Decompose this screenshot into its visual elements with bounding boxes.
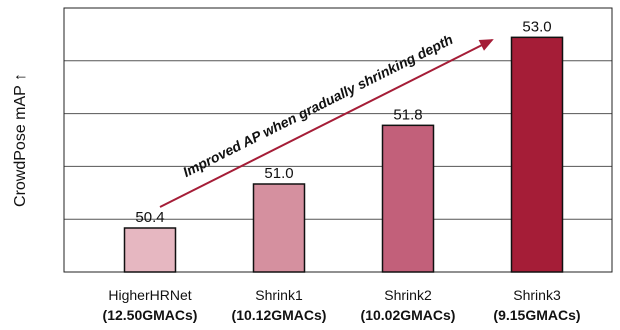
data-label: 53.0 bbox=[522, 18, 551, 35]
x-tick-label: Shrink1 bbox=[255, 287, 303, 303]
y-axis-label: CrowdPose mAP ↑ bbox=[12, 73, 29, 207]
x-tick-sublabel: (10.12GMACs) bbox=[232, 307, 327, 323]
data-label: 51.0 bbox=[264, 165, 293, 182]
data-label: 50.4 bbox=[135, 209, 164, 226]
bars bbox=[123, 36, 564, 273]
trend-arrow bbox=[159, 39, 494, 208]
bar-shrink1 bbox=[252, 183, 306, 273]
data-label: 51.8 bbox=[393, 106, 422, 123]
x-tick-sublabel: (10.02GMACs) bbox=[361, 307, 456, 323]
labels: 50.4 HigherHRNet (12.50GMACs) 51.0 Shrink1 (1… bbox=[103, 18, 581, 323]
bar-higherhrnet bbox=[123, 227, 177, 273]
x-tick-label: Shrink2 bbox=[384, 287, 432, 303]
plot-frame bbox=[63, 7, 613, 273]
x-tick-label: Shrink3 bbox=[513, 287, 561, 303]
bar-shrink3 bbox=[510, 36, 564, 273]
x-tick-label: HigherHRNet bbox=[108, 287, 191, 303]
x-tick-sublabel: (9.15GMACs) bbox=[493, 307, 580, 323]
bar-shrink2 bbox=[381, 124, 435, 273]
x-tick-sublabel: (12.50GMACs) bbox=[103, 307, 198, 323]
